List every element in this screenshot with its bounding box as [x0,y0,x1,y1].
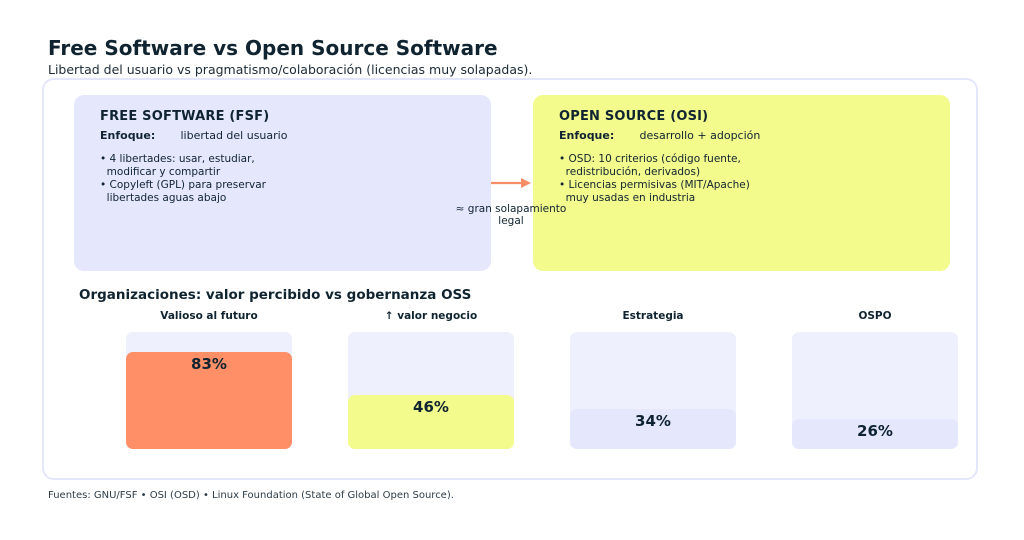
metric-track: 34% [570,332,736,449]
metric-bar [348,395,514,449]
metric-value: 34% [635,412,671,430]
fsf-bullets: • 4 libertades: usar, estudiar, modifica… [100,153,465,205]
metric-value: 26% [857,422,893,440]
diagram-frame [42,78,978,480]
page-subtitle: Libertad del usuario vs pragmatismo/cola… [48,62,533,77]
sources-footer: Fuentes: GNU/FSF • OSI (OSD) • Linux Fou… [48,490,454,501]
metric-label: Valioso al futuro [160,310,258,322]
metric-bar [570,409,736,449]
metric-label: OSPO [858,310,892,322]
overlap-arrow-icon [491,178,531,188]
section-title: Organizaciones: valor percibido vs gober… [79,287,472,303]
metric-label: ↑ valor negocio [384,310,478,322]
fsf-focus-row: Enfoque: libertad del usuario [100,129,465,142]
fsf-focus-value: libertad del usuario [180,129,288,142]
fsf-bullet: • 4 libertades: usar, estudiar, modifica… [100,153,255,178]
osi-focus-label: Enfoque: [559,129,615,142]
osi-title: OPEN SOURCE (OSI) [559,109,709,124]
osi-focus-row: Enfoque: desarrollo + adopción [559,129,924,142]
overlap-label: ≈ gran solapamiento legal [455,203,567,227]
metric-label: Estrategia [622,310,684,322]
osi-bullet: • OSD: 10 criterios (código fuente, redi… [559,153,741,178]
metric-track: 83% [126,332,292,449]
fsf-title: FREE SOFTWARE (FSF) [100,109,270,124]
page-title: Free Software vs Open Source Software [48,36,498,60]
metric-track: 46% [348,332,514,449]
free-software-box: FREE SOFTWARE (FSF) Enfoque: libertad de… [74,95,491,271]
fsf-focus-label: Enfoque: [100,129,156,142]
metric-bar [126,352,292,449]
metric-value: 83% [191,355,227,373]
metric-track: 26% [792,332,958,449]
metric-value: 46% [413,398,449,416]
metric-bar [792,419,958,449]
fsf-bullet: • Copyleft (GPL) para preservar libertad… [100,179,266,204]
osi-bullets: • OSD: 10 criterios (código fuente, redi… [559,153,924,205]
open-source-box: OPEN SOURCE (OSI) Enfoque: desarrollo + … [533,95,950,271]
osi-focus-value: desarrollo + adopción [639,129,761,142]
osi-bullet: • Licencias permisivas (MIT/Apache) muy … [559,179,750,204]
